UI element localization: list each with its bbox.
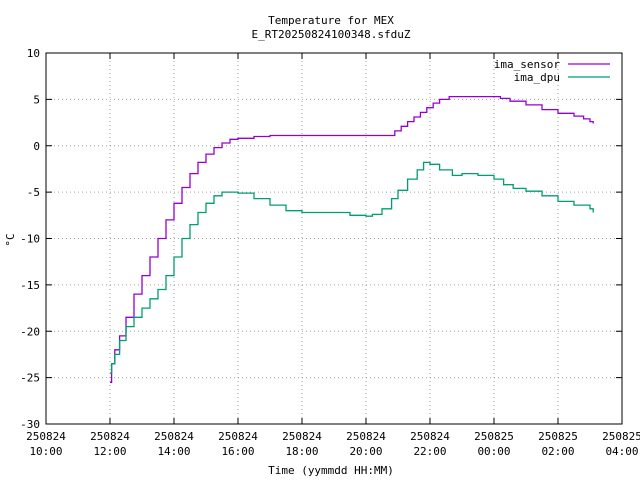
x-tick-time: 02:00 xyxy=(541,445,574,458)
y-tick-label: -10 xyxy=(20,233,40,246)
x-tick-date: 250824 xyxy=(410,430,450,443)
x-tick-date: 250824 xyxy=(26,430,66,443)
x-tick-time: 00:00 xyxy=(477,445,510,458)
x-tick-time: 04:00 xyxy=(605,445,638,458)
y-tick-label: -25 xyxy=(20,372,40,385)
x-tick-time: 20:00 xyxy=(349,445,382,458)
series-lines xyxy=(110,95,594,383)
x-tick-time: 10:00 xyxy=(29,445,62,458)
x-tick-date: 250824 xyxy=(218,430,258,443)
axis-ticks: 1050-5-10-15-20-25-3025082410:0025082412… xyxy=(20,47,640,458)
legend: ima_sensor ima_dpu xyxy=(494,58,610,84)
y-tick-label: -20 xyxy=(20,325,40,338)
chart-title: Temperature for MEX xyxy=(268,14,394,27)
y-tick-label: -5 xyxy=(27,186,40,199)
x-tick-date: 250825 xyxy=(602,430,640,443)
y-tick-label: -30 xyxy=(20,418,40,431)
series-line-ima-dpu xyxy=(110,161,594,374)
series-line-ima-sensor xyxy=(110,95,594,383)
x-tick-date: 250824 xyxy=(346,430,386,443)
x-tick-time: 16:00 xyxy=(221,445,254,458)
x-tick-date: 250825 xyxy=(538,430,578,443)
x-tick-time: 18:00 xyxy=(285,445,318,458)
x-axis-label: Time (yymmdd HH:MM) xyxy=(268,464,394,477)
grid-lines xyxy=(46,53,622,424)
x-tick-time: 12:00 xyxy=(93,445,126,458)
y-tick-label: -15 xyxy=(20,279,40,292)
y-tick-label: 5 xyxy=(33,93,40,106)
x-tick-date: 250824 xyxy=(154,430,194,443)
legend-label-ima-sensor: ima_sensor xyxy=(494,58,561,71)
x-tick-time: 14:00 xyxy=(157,445,190,458)
x-tick-date: 250824 xyxy=(282,430,322,443)
y-axis-label: °C xyxy=(4,233,17,246)
x-tick-date: 250825 xyxy=(474,430,514,443)
x-tick-time: 22:00 xyxy=(413,445,446,458)
y-tick-label: 10 xyxy=(27,47,40,60)
x-tick-date: 250824 xyxy=(90,430,130,443)
y-tick-label: 0 xyxy=(33,140,40,153)
legend-label-ima-dpu: ima_dpu xyxy=(514,71,560,84)
chart-subtitle: E_RT20250824100348.sfduZ xyxy=(252,28,411,41)
